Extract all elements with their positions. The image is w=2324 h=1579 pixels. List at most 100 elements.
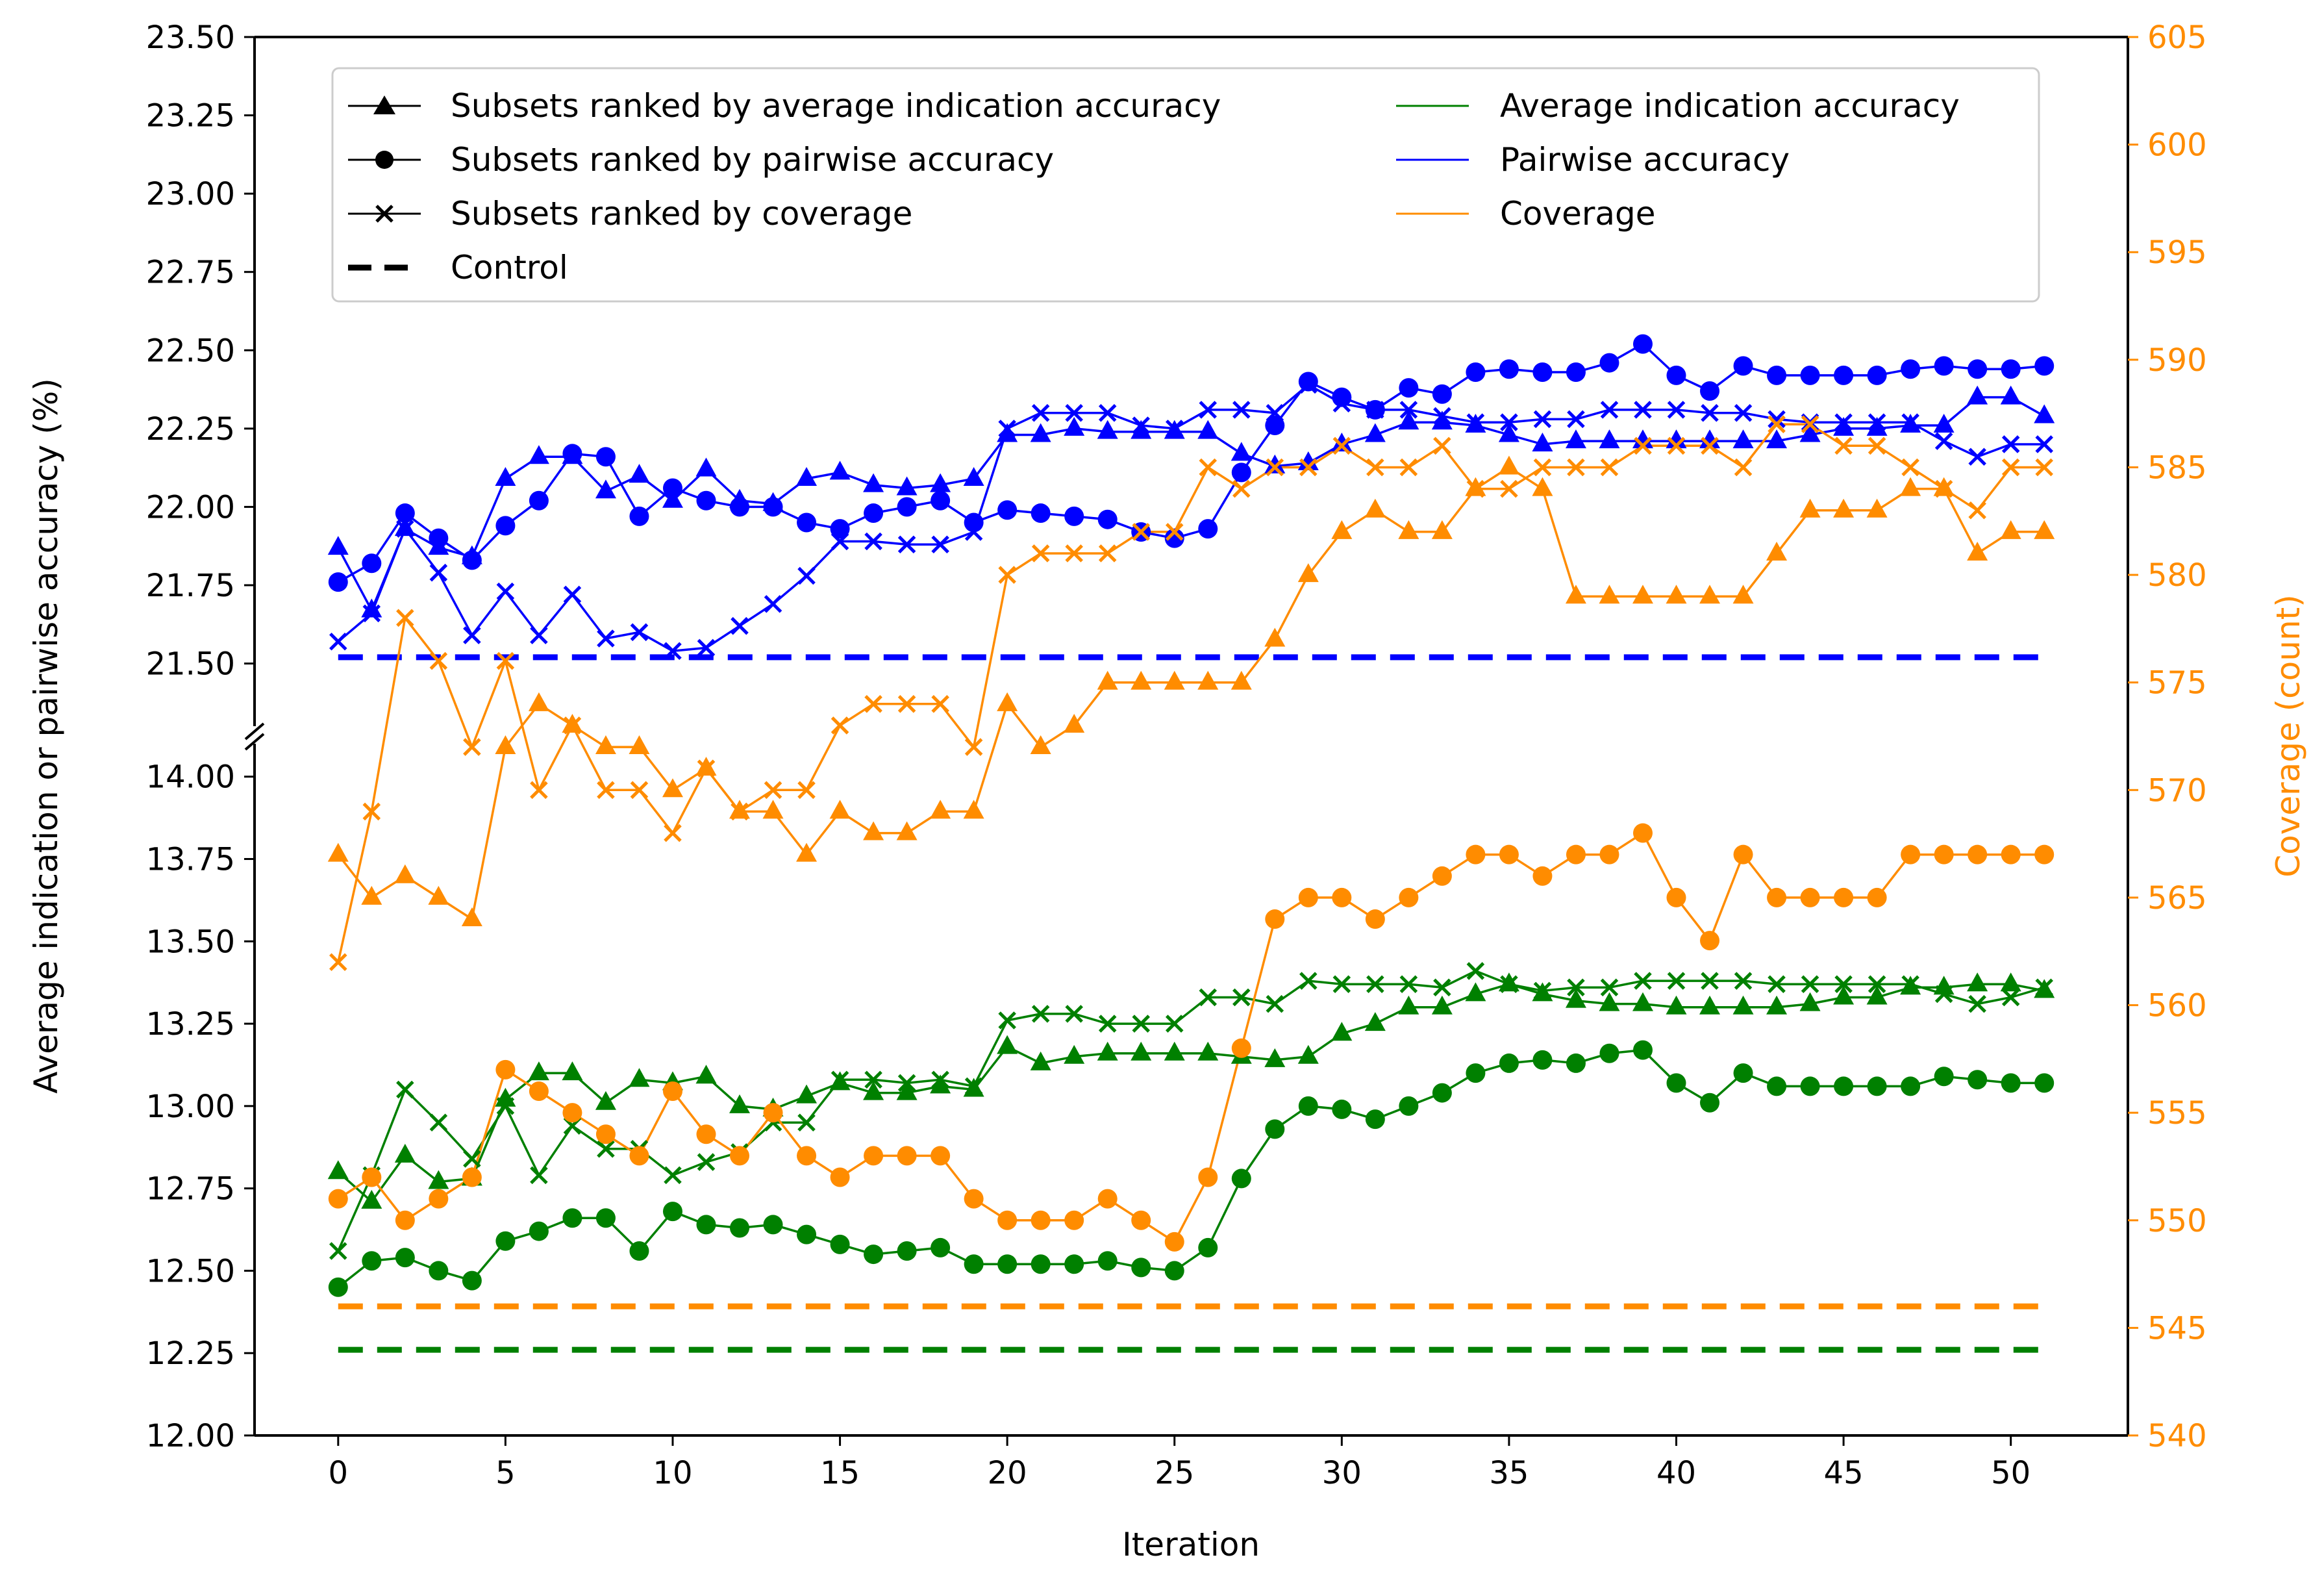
data-point-triangle — [361, 598, 382, 618]
data-point-circle — [1231, 1038, 1251, 1058]
data-point-circle — [1231, 462, 1251, 483]
data-point-circle — [1097, 509, 1118, 529]
data-point-x — [396, 609, 414, 627]
data-point-x — [1132, 416, 1150, 435]
data-point-triangle — [394, 864, 416, 883]
data-point-triangle — [695, 1065, 717, 1084]
data-point-x — [731, 802, 749, 821]
data-point-circle — [1164, 1261, 1184, 1281]
data-point-circle — [2034, 1073, 2055, 1093]
data-point-triangle — [1699, 585, 1721, 604]
data-point-circle — [1198, 1237, 1218, 1257]
data-point-circle — [562, 444, 582, 464]
data-point-x — [797, 781, 816, 800]
y-left-tick-label: 14.00 — [146, 759, 235, 796]
data-point-circle — [562, 1208, 582, 1228]
data-point-circle — [1632, 1040, 1653, 1060]
legend-x-icon — [375, 205, 394, 223]
data-point-x — [998, 566, 1016, 584]
y-left-tick-label: 22.00 — [146, 489, 235, 525]
data-point-x — [931, 1070, 949, 1089]
data-point-x — [1299, 375, 1318, 394]
data-point-x — [797, 566, 816, 585]
y-axis-title-right: Coverage (count) — [2269, 594, 2307, 878]
data-point-x — [697, 759, 716, 777]
data-point-circle — [1332, 387, 1352, 407]
data-point-x — [1433, 978, 1451, 997]
data-point-circle — [931, 490, 951, 511]
x-tick-label: 25 — [1155, 1455, 1194, 1491]
data-point-triangle — [796, 1084, 818, 1104]
data-point-triangle — [796, 842, 818, 862]
data-point-triangle — [528, 692, 549, 711]
data-point-circle — [495, 1059, 516, 1080]
data-point-circle — [595, 1124, 616, 1144]
data-point-circle — [1231, 1168, 1251, 1189]
data-point-circle — [1399, 378, 1419, 398]
data-point-circle — [1131, 1210, 1151, 1230]
data-point-circle — [2001, 844, 2021, 865]
data-point-x — [864, 695, 882, 713]
data-point-circle — [997, 1254, 1018, 1274]
y-left-tick-label: 12.25 — [146, 1335, 235, 1372]
data-point-x — [764, 781, 782, 800]
data-point-triangle — [528, 445, 549, 464]
data-point-circle — [2001, 1073, 2021, 1093]
data-point-triangle — [327, 536, 349, 555]
data-point-x — [1098, 1015, 1117, 1033]
data-point-x — [1801, 975, 1819, 993]
data-point-triangle — [1833, 985, 1855, 1005]
data-point-triangle — [662, 488, 683, 508]
data-point-circle — [1064, 1254, 1084, 1274]
data-point-triangle — [1297, 1044, 1319, 1064]
data-point-x — [1667, 401, 1686, 419]
data-point-x — [1232, 401, 1251, 419]
data-point-x — [1332, 394, 1351, 413]
data-point-circle — [897, 1241, 917, 1261]
data-point-triangle — [327, 842, 349, 862]
y-left-tick-label: 13.75 — [146, 842, 235, 878]
data-point-x — [362, 604, 381, 623]
x-tick-label: 35 — [1489, 1455, 1529, 1491]
data-point-x — [1466, 479, 1485, 498]
data-point-x — [1299, 972, 1318, 990]
data-point-circle — [1532, 866, 1553, 886]
data-point-x — [329, 633, 347, 651]
data-point-triangle — [1197, 420, 1219, 439]
data-point-circle — [1901, 1076, 1921, 1096]
data-point-circle — [1700, 1093, 1720, 1113]
y-left-tick-label: 22.50 — [146, 333, 235, 369]
legend-label-triangle: Subsets ranked by average indication acc… — [451, 87, 1221, 125]
data-point-circle — [1499, 1053, 1519, 1073]
data-point-triangle — [595, 1091, 616, 1110]
data-point-triangle — [1532, 432, 1553, 451]
data-point-circle — [362, 1167, 382, 1187]
data-point-triangle — [1064, 713, 1085, 733]
data-point-circle — [897, 497, 917, 517]
y-left-tick-label: 23.50 — [146, 19, 235, 56]
data-point-circle — [730, 1218, 750, 1238]
data-point-x — [1901, 458, 1919, 477]
axis-break-mark-upper — [244, 722, 265, 740]
data-point-circle — [1867, 887, 1887, 907]
data-point-circle — [763, 1215, 783, 1235]
y-left-tick-label: 23.25 — [146, 98, 235, 134]
data-point-x — [597, 629, 615, 648]
data-point-triangle — [1398, 520, 1419, 539]
data-point-triangle — [1431, 411, 1453, 430]
data-point-triangle — [562, 1061, 583, 1081]
data-point-triangle — [1732, 995, 1754, 1015]
data-point-triangle — [1599, 992, 1620, 1011]
data-point-x — [1901, 413, 1919, 431]
data-point-x — [1399, 458, 1418, 477]
data-point-x — [463, 1150, 481, 1168]
data-point-circle — [1566, 362, 1586, 383]
x-axis-title: Iteration — [1122, 1526, 1260, 1563]
data-point-circle — [562, 1103, 582, 1123]
data-point-x — [1567, 410, 1585, 429]
y-right-tick-label: 555 — [2147, 1095, 2207, 1131]
data-point-circle — [395, 1210, 415, 1230]
data-point-x — [530, 626, 548, 644]
data-point-x — [731, 616, 749, 635]
data-point-triangle — [1833, 498, 1855, 518]
